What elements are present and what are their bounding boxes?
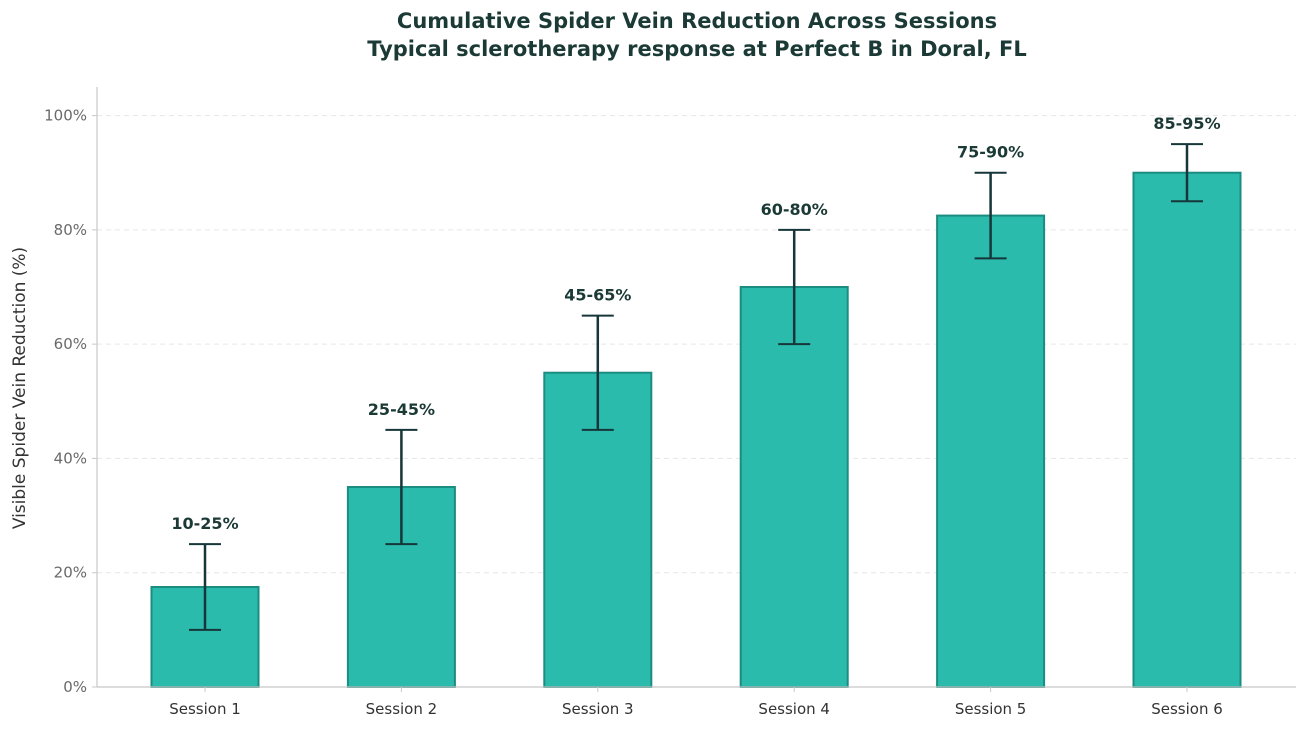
- y-tick-label: 40%: [54, 449, 87, 467]
- x-tick-label: Session 2: [366, 700, 438, 718]
- bar: [1132, 171, 1242, 688]
- x-tick-label: Session 3: [562, 700, 634, 718]
- y-tick-label: 80%: [54, 221, 87, 239]
- data-labels: 10-25% 25-45% 45-65% 60-80% 75-90% 85-95%: [171, 114, 1220, 533]
- axes: 0% 20% 40% 60% 80% 100% Session 1 Session 2 Sess…: [44, 87, 1296, 718]
- y-axis-label: Visible Spider Vein Reduction (%): [10, 247, 30, 529]
- grid-lines: [97, 115, 1296, 574]
- x-tick-label: Session 1: [169, 700, 241, 718]
- data-label: 60-80%: [761, 200, 828, 219]
- bar: [936, 214, 1046, 688]
- data-label: 45-65%: [564, 286, 631, 305]
- x-tick-label: Session 6: [1151, 700, 1223, 718]
- y-tick-label: 0%: [63, 678, 87, 696]
- chart-subtitle: Typical sclerotherapy response at Perfec…: [367, 37, 1027, 61]
- y-tick-label: 60%: [54, 335, 87, 353]
- chart-title: Cumulative Spider Vein Reduction Across …: [396, 9, 998, 33]
- y-tick-label: 100%: [44, 107, 87, 125]
- x-tick-label: Session 4: [758, 700, 830, 718]
- y-tick-label: 20%: [54, 564, 87, 582]
- bar: [739, 286, 849, 688]
- bars: [150, 143, 1242, 688]
- data-label: 75-90%: [957, 143, 1024, 162]
- data-label: 25-45%: [368, 400, 435, 419]
- data-label: 85-95%: [1153, 114, 1220, 133]
- x-tick-label: Session 5: [955, 700, 1027, 718]
- data-label: 10-25%: [171, 514, 238, 533]
